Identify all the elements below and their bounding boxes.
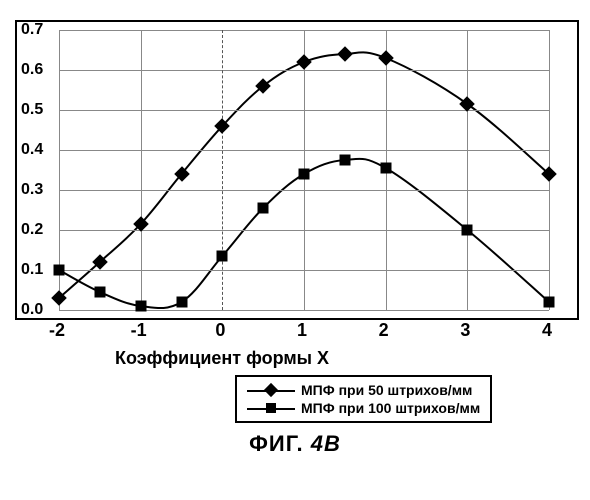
figure-container: 0.0 0.1 0.2 0.3 0.4 0.5 0.6 0.7 -2 -1 0 1 2 3 4 Коэфф…	[15, 20, 575, 457]
y-tick-label: 0.2	[21, 221, 55, 239]
x-axis-ticks: -2-101234	[57, 320, 547, 344]
y-tick-label: 0.6	[21, 61, 55, 79]
x-tick-label: -1	[131, 320, 147, 341]
x-tick-label: 0	[215, 320, 225, 341]
y-tick-label: 0.4	[21, 141, 55, 159]
plot-area	[59, 30, 549, 310]
figure-label-suffix: 4B	[311, 431, 341, 456]
gridline-v	[141, 30, 142, 310]
diamond-marker-icon	[247, 383, 295, 397]
x-axis-label: Коэффициент формы Х	[115, 348, 575, 369]
y-tick-label: 0.0	[21, 301, 55, 319]
y-tick-label: 0.3	[21, 181, 55, 199]
square-marker-icon	[217, 251, 228, 262]
y-tick-label: 0.5	[21, 101, 55, 119]
square-marker-icon	[544, 297, 555, 308]
figure-label: ФИГ. 4B	[15, 431, 575, 457]
square-marker-icon	[54, 265, 65, 276]
square-marker-icon	[135, 301, 146, 312]
plot-wrap: 0.0 0.1 0.2 0.3 0.4 0.5 0.6 0.7	[17, 22, 577, 318]
x-tick-label: 3	[460, 320, 470, 341]
figure-label-prefix: ФИГ.	[249, 431, 311, 456]
y-tick-label: 0.7	[21, 21, 55, 39]
x-tick-label: -2	[49, 320, 65, 341]
legend-label-0: МПФ при 50 штрихов/мм	[301, 382, 472, 398]
square-marker-icon	[462, 225, 473, 236]
square-marker-icon	[258, 203, 269, 214]
chart-frame: 0.0 0.1 0.2 0.3 0.4 0.5 0.6 0.7	[15, 20, 579, 320]
legend-label-1: МПФ при 100 штрихов/мм	[301, 400, 480, 416]
square-marker-icon	[247, 401, 295, 415]
gridline-h	[59, 310, 549, 311]
square-marker-icon	[299, 169, 310, 180]
x-tick-label: 1	[297, 320, 307, 341]
legend: МПФ при 50 штрихов/мм МПФ при 100 штрихо…	[235, 375, 492, 423]
y-tick-label: 0.1	[21, 261, 55, 279]
legend-item-0: МПФ при 50 штрихов/мм	[247, 381, 480, 399]
square-marker-icon	[176, 297, 187, 308]
x-tick-label: 2	[379, 320, 389, 341]
square-marker-icon	[380, 163, 391, 174]
gridline-v	[467, 30, 468, 310]
square-marker-icon	[339, 155, 350, 166]
x-tick-label: 4	[542, 320, 552, 341]
square-marker-icon	[94, 287, 105, 298]
gridline-v-zero	[222, 30, 223, 310]
legend-item-1: МПФ при 100 штрихов/мм	[247, 399, 480, 417]
